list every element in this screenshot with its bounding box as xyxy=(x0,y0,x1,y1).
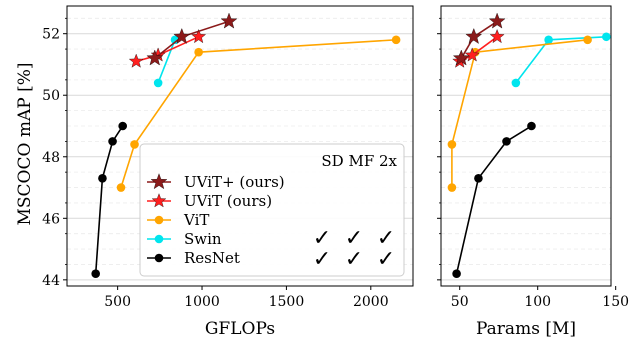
gflops-x-tick-label: 2000 xyxy=(353,294,389,310)
params-resnet-line xyxy=(455,125,532,274)
legend-swin-marker xyxy=(154,234,164,244)
gflops-uvit-ours-point xyxy=(220,12,238,29)
legend-checkmark: ✓ xyxy=(345,226,363,251)
legend-resnet-label: ResNet xyxy=(184,249,240,267)
legend-vit-marker xyxy=(154,215,164,225)
x-axis-label-params: Params [M] xyxy=(476,319,576,339)
gflops-vit-point xyxy=(391,35,401,45)
params-plot-frame xyxy=(440,5,612,287)
legend-checkmark: ✓ xyxy=(377,226,395,251)
legend-uvit-ours-marker xyxy=(150,173,168,190)
params-swin-line xyxy=(515,36,607,84)
gflops-x-tick-label: 1000 xyxy=(184,294,220,310)
y-tick-label: 44 xyxy=(42,273,60,289)
params-uvit-ours-point xyxy=(452,49,470,66)
y-tick-label: 52 xyxy=(42,27,60,43)
gflops-resnet-point xyxy=(108,137,117,146)
params-swin-point xyxy=(602,32,611,42)
params-x-tick-label: 100 xyxy=(524,294,551,310)
gflops-vit-point xyxy=(194,47,203,57)
params-uvit-ours-point xyxy=(464,47,480,62)
legend-box xyxy=(139,143,405,277)
params-resnet-point xyxy=(527,121,536,131)
x-axis-label-gflops: GFLOPs xyxy=(205,319,275,339)
params-x-tick-label: 150 xyxy=(602,294,629,310)
y-tick-label: 46 xyxy=(42,211,60,227)
legend-uvit-ours-label: UViT (ours) xyxy=(184,192,272,210)
gflops-resnet-point xyxy=(98,174,107,183)
params-resnet-point xyxy=(474,174,483,183)
y-tick-label: 50 xyxy=(42,88,60,104)
params-vit-point xyxy=(447,183,457,192)
gflops-x-tick-label: 1500 xyxy=(269,294,305,310)
legend-uvit-ours-marker xyxy=(151,193,167,208)
gflops-uvit-ours-point xyxy=(128,53,144,68)
legend: SD MF 2x UViT+ (ours)UViT (ours)ViTSwinRe… xyxy=(139,143,405,277)
params-x-tick-label: 50 xyxy=(451,294,469,310)
gflops-resnet-point xyxy=(118,121,127,131)
legend-title: SD MF 2x xyxy=(321,152,397,170)
params-resnet-point xyxy=(502,137,511,146)
gflops-x-tick-label: 500 xyxy=(104,294,131,310)
gflops-vit-point xyxy=(130,140,139,149)
gflops-resnet-point xyxy=(91,269,100,278)
gflops-vit-point xyxy=(116,183,126,192)
params-vit-point xyxy=(447,140,457,149)
gflops-swin-point xyxy=(153,78,163,88)
gflops-plot-frame xyxy=(66,5,414,287)
params-vit-point xyxy=(583,35,592,45)
params-uvit-ours-point xyxy=(488,12,506,29)
legend-swin-label: Swin xyxy=(184,230,222,248)
params-vit-line xyxy=(451,39,588,188)
gflops-uvit-ours-point xyxy=(173,28,191,44)
gflops-uvit-ours-point xyxy=(146,49,164,66)
params-swin-point xyxy=(511,78,521,88)
gflops-resnet-line xyxy=(94,125,124,274)
gflops-swin-line xyxy=(157,39,176,84)
legend-checkmark: ✓ xyxy=(313,247,331,272)
legend-checkmark: ✓ xyxy=(377,247,395,272)
legend-uvit-ours-label: UViT+ (ours) xyxy=(184,173,285,191)
gflops-uvit-ours-point xyxy=(191,29,207,44)
y-axis-label: MSCOCO mAP [%] xyxy=(15,62,35,225)
params-uvit-ours-point xyxy=(465,28,483,44)
params-swin-point xyxy=(544,35,553,45)
params-panel: 50 100 150 xyxy=(437,5,629,310)
gflops-vit-line xyxy=(120,39,397,188)
legend-resnet-marker xyxy=(154,253,164,263)
y-tick-label: 48 xyxy=(42,150,60,166)
legend-vit-label: ViT xyxy=(183,211,209,229)
params-resnet-point xyxy=(452,269,461,278)
legend-checkmark: ✓ xyxy=(313,226,331,251)
params-uvit-ours-point xyxy=(489,29,505,44)
legend-checkmark: ✓ xyxy=(345,247,363,272)
